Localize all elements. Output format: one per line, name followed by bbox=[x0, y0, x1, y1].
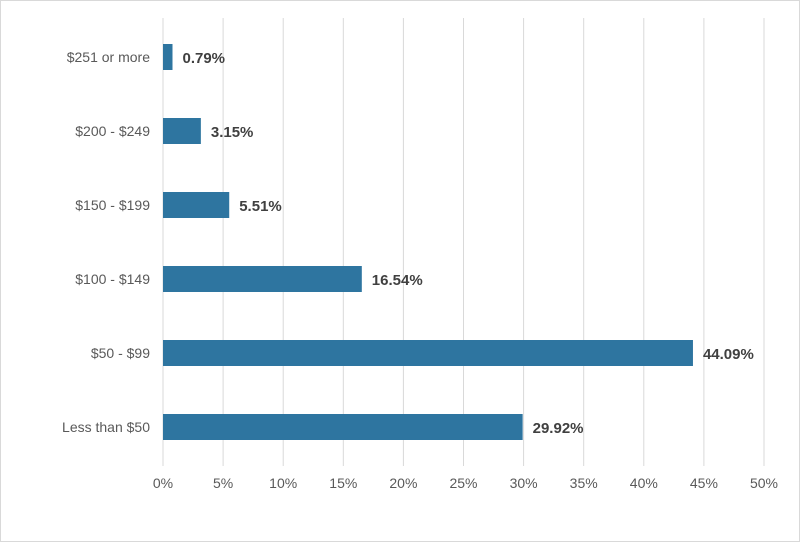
x-tick-label: 10% bbox=[269, 475, 297, 491]
x-tick-label: 5% bbox=[213, 475, 233, 491]
bar bbox=[163, 192, 230, 218]
data-label: 0.79% bbox=[182, 50, 225, 67]
bar bbox=[163, 340, 693, 366]
bar bbox=[163, 118, 201, 144]
x-tick-label: 35% bbox=[570, 475, 598, 491]
x-tick-label: 50% bbox=[750, 475, 778, 491]
data-label: 29.92% bbox=[533, 420, 584, 437]
x-tick-label: 40% bbox=[630, 475, 658, 491]
data-label: 5.51% bbox=[239, 198, 282, 215]
data-labels: 0.79% 3.15% 5.51% 16.54% 44.09% 29.92% bbox=[182, 50, 753, 437]
bar bbox=[163, 266, 362, 292]
bar bbox=[163, 44, 173, 70]
category-label: $100 - $149 bbox=[75, 271, 150, 287]
x-tick-label: 30% bbox=[510, 475, 538, 491]
category-label: $50 - $99 bbox=[91, 345, 150, 361]
x-tick-labels: 0% 5% 10% 15% 20% 25% 30% 35% 40% 45% 50% bbox=[153, 475, 778, 491]
x-tick-label: 20% bbox=[389, 475, 417, 491]
category-labels: $251 or more $200 - $249 $150 - $199 $100 -… bbox=[62, 49, 150, 435]
category-label: Less than $50 bbox=[62, 419, 150, 435]
bar bbox=[163, 414, 523, 440]
category-label: $200 - $249 bbox=[75, 123, 150, 139]
data-label: 44.09% bbox=[703, 346, 754, 363]
category-label: $251 or more bbox=[67, 49, 150, 65]
data-label: 3.15% bbox=[211, 124, 254, 141]
x-tick-label: 45% bbox=[690, 475, 718, 491]
gridlines bbox=[162, 18, 765, 466]
data-label: 16.54% bbox=[372, 272, 423, 289]
bars bbox=[163, 44, 693, 440]
x-tick-label: 15% bbox=[329, 475, 357, 491]
x-tick-label: 25% bbox=[449, 475, 477, 491]
category-label: $150 - $199 bbox=[75, 197, 150, 213]
x-tick-label: 0% bbox=[153, 475, 173, 491]
